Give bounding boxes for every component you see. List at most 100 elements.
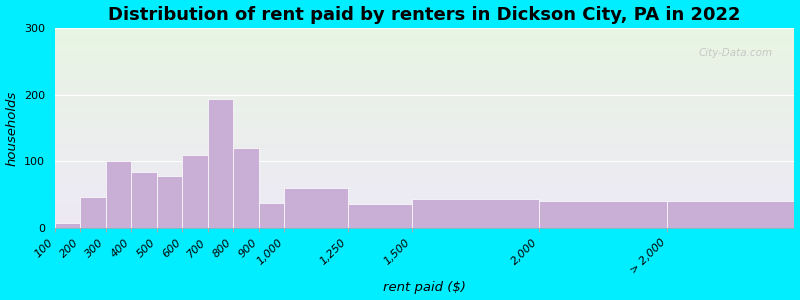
- Bar: [55, 51, 794, 52]
- Bar: [55, 132, 794, 133]
- Bar: [55, 156, 794, 157]
- Bar: [55, 28, 794, 29]
- Bar: [55, 136, 794, 137]
- Bar: [55, 196, 794, 197]
- Bar: [55, 108, 794, 109]
- Bar: [55, 141, 794, 143]
- Bar: [55, 101, 794, 103]
- Bar: [55, 216, 794, 218]
- Bar: [55, 121, 794, 123]
- Bar: [55, 34, 794, 36]
- Bar: [55, 160, 794, 161]
- Bar: [55, 182, 794, 183]
- Bar: [55, 96, 794, 97]
- Bar: [55, 84, 794, 85]
- Y-axis label: households: households: [6, 90, 18, 166]
- Bar: [55, 223, 794, 224]
- Bar: [55, 57, 794, 59]
- Bar: [55, 213, 794, 215]
- Bar: [55, 188, 794, 189]
- Bar: [55, 179, 794, 180]
- Bar: [55, 88, 794, 89]
- Bar: [55, 208, 794, 209]
- Bar: [55, 197, 794, 199]
- Bar: [55, 203, 794, 204]
- Bar: [55, 87, 794, 88]
- X-axis label: rent paid ($): rent paid ($): [383, 281, 466, 294]
- Bar: [55, 85, 794, 87]
- Bar: [55, 29, 794, 31]
- Bar: [55, 209, 794, 211]
- Bar: [55, 137, 794, 139]
- Bar: [55, 52, 794, 53]
- Bar: [55, 40, 794, 41]
- Bar: [55, 116, 794, 117]
- Bar: [81, 197, 106, 228]
- Bar: [55, 201, 794, 203]
- Bar: [55, 92, 794, 93]
- Bar: [55, 206, 794, 207]
- Bar: [55, 100, 794, 101]
- Bar: [55, 118, 794, 120]
- Bar: [55, 207, 794, 208]
- Bar: [55, 168, 794, 169]
- Bar: [55, 53, 794, 55]
- Bar: [55, 145, 794, 147]
- Bar: [55, 215, 794, 216]
- Bar: [55, 152, 794, 153]
- Bar: [55, 45, 794, 46]
- Bar: [55, 220, 794, 221]
- Bar: [55, 32, 794, 33]
- Bar: [55, 68, 794, 69]
- Bar: [55, 61, 794, 63]
- Bar: [55, 219, 794, 220]
- Bar: [55, 106, 794, 108]
- Bar: [55, 130, 794, 132]
- Bar: [55, 155, 794, 156]
- Bar: [55, 124, 794, 125]
- Bar: [55, 64, 794, 65]
- Bar: [55, 72, 794, 73]
- Bar: [55, 165, 794, 167]
- Bar: [55, 143, 794, 144]
- Bar: [259, 203, 285, 228]
- Bar: [55, 37, 794, 39]
- Bar: [106, 161, 131, 228]
- Bar: [55, 139, 794, 140]
- Bar: [55, 192, 794, 194]
- Bar: [55, 195, 794, 196]
- Bar: [55, 89, 794, 91]
- Bar: [55, 94, 794, 96]
- Bar: [55, 199, 794, 200]
- Bar: [55, 103, 794, 104]
- Bar: [55, 112, 794, 113]
- Bar: [55, 129, 794, 130]
- Bar: [55, 223, 81, 228]
- Bar: [55, 58, 794, 60]
- Bar: [55, 176, 794, 177]
- Bar: [55, 99, 794, 100]
- Bar: [55, 147, 794, 148]
- Bar: [55, 36, 794, 37]
- Bar: [285, 188, 348, 228]
- Bar: [55, 227, 794, 228]
- Bar: [55, 159, 794, 160]
- Text: City-Data.com: City-Data.com: [698, 48, 772, 58]
- Bar: [55, 221, 794, 223]
- Bar: [55, 79, 794, 80]
- Bar: [55, 91, 794, 92]
- Bar: [55, 105, 794, 106]
- Bar: [55, 82, 794, 84]
- Bar: [55, 77, 794, 79]
- Bar: [55, 109, 794, 111]
- Bar: [55, 70, 794, 72]
- Bar: [55, 43, 794, 44]
- Bar: [55, 224, 794, 225]
- Bar: [55, 191, 794, 192]
- Bar: [55, 117, 794, 119]
- Bar: [55, 69, 794, 70]
- Bar: [55, 46, 794, 48]
- Bar: [55, 127, 794, 128]
- Bar: [55, 80, 794, 81]
- Bar: [234, 148, 259, 228]
